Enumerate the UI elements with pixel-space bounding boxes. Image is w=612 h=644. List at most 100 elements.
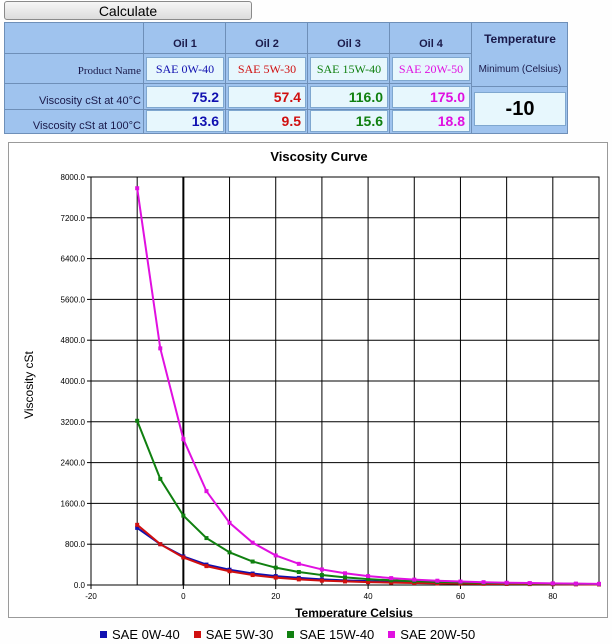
data-point (343, 575, 347, 580)
y-tick-label: 5600.0 (61, 295, 86, 304)
oil1-header: Oil 1 (173, 38, 197, 50)
data-point (135, 418, 140, 423)
legend-swatch (100, 630, 107, 638)
data-point (435, 578, 440, 583)
chart-legend: SAE 0W-40 SAE 5W-30 SAE 15W-40 SAE 20W-5… (100, 625, 475, 643)
x-tick-label: 60 (456, 592, 465, 601)
oil2-v40-input[interactable]: 57.4 (228, 86, 306, 108)
temperature-subheader: Minimum (Celsius) (478, 64, 562, 75)
x-tick-label: 40 (364, 592, 373, 601)
viscosity-chart: Viscosity Curve Viscosity cSt Temperatur… (8, 142, 608, 620)
y-tick-label: 800.0 (65, 540, 86, 549)
data-point (250, 540, 255, 545)
oil4-name-input[interactable]: SAE 20W-50 (392, 57, 470, 81)
data-point (296, 569, 301, 574)
data-point (296, 561, 301, 566)
product-name-label: Product Name (77, 65, 141, 77)
legend-swatch (193, 630, 201, 638)
x-tick-label: 20 (271, 592, 280, 601)
panel-divider (471, 86, 568, 87)
data-point (250, 573, 255, 578)
oil1-v100-input[interactable]: 13.6 (146, 110, 224, 132)
data-point (527, 581, 532, 586)
data-point (597, 581, 601, 586)
data-point (181, 513, 186, 518)
legend-label: SAE 20W-50 (400, 626, 476, 642)
oil4-v40-input[interactable]: 175.0 (392, 86, 470, 108)
plot-area-border (90, 176, 600, 586)
data-point (135, 522, 140, 527)
data-point (227, 550, 232, 555)
data-point (158, 476, 163, 481)
viscosity-100-label: Viscosity cSt at 100°C (32, 120, 141, 132)
viscosity-chart-svg: Viscosity Curve Viscosity cSt Temperatur… (22, 149, 601, 620)
chart-x-axis-label: Temperature Celsius (295, 606, 413, 617)
data-point (343, 579, 347, 584)
y-tick-label: 0.0 (74, 581, 86, 590)
y-tick-label: 4000.0 (61, 377, 86, 386)
data-point (319, 567, 324, 572)
temperature-header: Temperature (484, 32, 556, 46)
data-point (389, 580, 394, 585)
panel-divider (225, 23, 226, 133)
oil2-name-input[interactable]: SAE 5W-30 (228, 57, 306, 81)
oil1-name-input[interactable]: SAE 0W-40 (146, 57, 224, 81)
data-point (158, 346, 163, 351)
oil3-v100-input[interactable]: 15.6 (310, 110, 388, 132)
y-tick-label: 1600.0 (61, 499, 86, 508)
legend-label: SAE 15W-40 (299, 626, 375, 642)
panel-divider (5, 53, 471, 54)
data-point (343, 571, 347, 576)
legend-item: SAE 0W-40 (100, 627, 180, 642)
data-point (550, 581, 555, 586)
data-point (227, 520, 232, 525)
legend-swatch (388, 630, 396, 638)
data-point (135, 186, 140, 191)
panel-divider (389, 23, 390, 133)
y-tick-label: 6400.0 (61, 255, 86, 264)
oil1-v40-input[interactable]: 75.2 (146, 86, 224, 108)
data-point (389, 578, 394, 583)
min-temperature-input[interactable]: -10 (474, 92, 566, 126)
chart-y-axis-label: Viscosity cSt (22, 350, 36, 418)
data-point (366, 580, 371, 585)
data-point (296, 577, 301, 582)
data-point (504, 580, 509, 585)
oil3-name-input[interactable]: SAE 15W-40 (310, 57, 388, 81)
chart-title: Viscosity Curve (270, 149, 367, 164)
legend-swatch (287, 630, 295, 638)
oil3-v40-input[interactable]: 116.0 (310, 86, 388, 108)
legend-label: SAE 5W-30 (205, 626, 274, 642)
legend-item: SAE 20W-50 (388, 627, 475, 642)
input-panel: Oil 1 Oil 2 Oil 3 Oil 4 Temperature Mini… (4, 22, 568, 134)
y-tick-label: 7200.0 (61, 214, 86, 223)
data-point (366, 574, 371, 579)
calculate-button[interactable]: Calculate (4, 1, 252, 20)
y-tick-label: 3200.0 (61, 418, 86, 427)
oil4-header: Oil 4 (419, 38, 443, 50)
panel-divider (5, 109, 471, 110)
panel-divider (471, 23, 472, 133)
legend-item: SAE 15W-40 (287, 627, 374, 642)
data-point (319, 578, 324, 583)
legend-label: SAE 0W-40 (112, 626, 180, 642)
data-point (204, 489, 209, 494)
panel-divider (5, 83, 471, 84)
oil4-v100-input[interactable]: 18.8 (392, 110, 470, 132)
data-point (181, 555, 186, 560)
data-point (481, 580, 486, 585)
y-tick-label: 2400.0 (61, 459, 86, 468)
panel-divider (307, 23, 308, 133)
data-point (204, 564, 209, 569)
oil2-v100-input[interactable]: 9.5 (228, 110, 306, 132)
data-point (389, 576, 394, 581)
data-point (273, 565, 278, 570)
viscosity-40-label: Viscosity cSt at 40°C (38, 95, 141, 107)
data-point (412, 577, 417, 582)
data-point (158, 542, 163, 547)
oil2-header: Oil 2 (255, 38, 279, 50)
y-tick-label: 4800.0 (61, 336, 86, 345)
data-point (273, 553, 278, 558)
data-point (273, 575, 278, 580)
panel-divider (143, 23, 144, 133)
